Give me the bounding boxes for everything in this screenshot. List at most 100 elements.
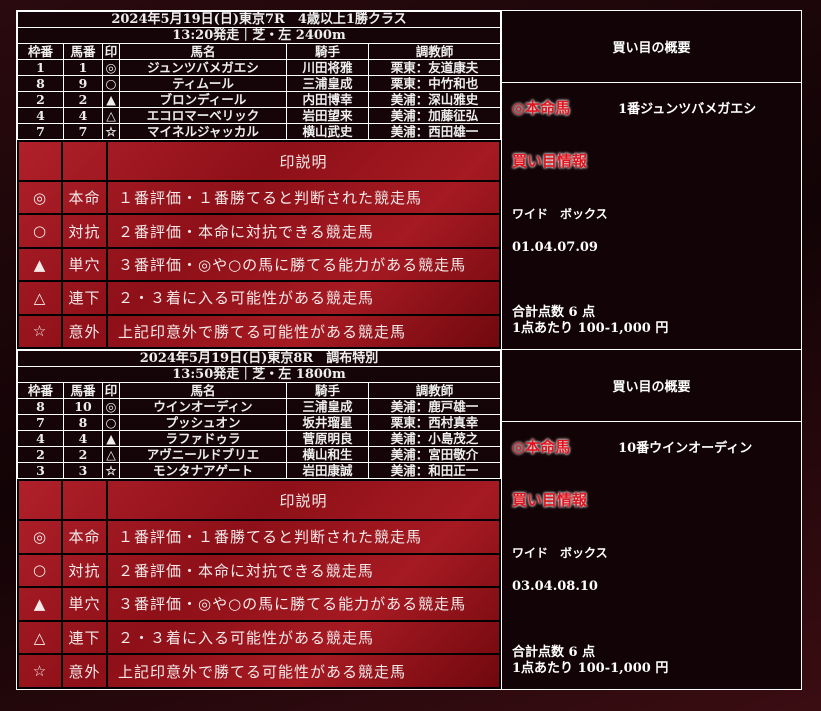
jockey-cell: 三浦皇成 <box>286 75 369 92</box>
race-info: 13:50発走｜芝・左 1800m <box>17 366 501 383</box>
table-row: 3 3 ☆ モンタナアゲート 岩田康誠 美浦：和田正一 <box>17 462 501 479</box>
column-header-horse-name: 馬名 <box>119 43 287 60</box>
horse-number-cell: 3 <box>63 462 103 479</box>
horse-name-cell: マイネルジャッカル <box>119 123 287 140</box>
mark-cell: ☆ <box>102 462 120 479</box>
trainer-cell: 栗東：友道康夫 <box>368 59 501 76</box>
race-left-panel: 2024年5月19日(日)東京7R 4歳以上1勝クラス 13:20発走｜芝・左 … <box>17 11 502 349</box>
legend-row: ▲ 単穴 ３番評価・◎や○の馬に勝てる能力がある競走馬 <box>19 248 499 283</box>
legend-title: 印説明 <box>279 152 328 171</box>
kaime-label: 買い目情報 <box>512 491 588 509</box>
horse-number-cell: 4 <box>63 430 103 447</box>
bet-summary-panel: 買い目の概要 ◎本命馬 10番ウインオーディン 買い目情報 ワイド ボックス 03… <box>502 350 801 689</box>
mark-description: 上記印意外で勝てる可能性がある競走馬 <box>118 662 407 681</box>
bet-type: ワイド ボックス <box>512 546 608 560</box>
mark-description: ３番評価・◎や○の馬に勝てる能力がある競走馬 <box>118 256 467 275</box>
mark-cell: ◎ <box>102 398 120 415</box>
horse-number-cell: 7 <box>63 123 103 140</box>
mark-name: 本命 <box>63 182 108 214</box>
horse-number-cell: 9 <box>63 75 103 92</box>
mark-icon: ☆ <box>19 655 63 687</box>
mark-name: 単穴 <box>63 588 108 620</box>
frame-number-cell: 8 <box>17 398 64 415</box>
table-row: 7 8 ○ プッシュオン 坂井瑠星 栗東：西村真幸 <box>17 414 501 431</box>
trainer-cell: 美浦：小島茂之 <box>368 430 501 447</box>
trainer-cell: 栗東：西村真幸 <box>368 414 501 431</box>
table-row: 2 2 ▲ ブロンディール 内田博幸 美浦：深山雅史 <box>17 91 501 108</box>
mark-icon: ○ <box>19 215 63 247</box>
mark-description: ２番評価・本命に対抗できる競走馬 <box>118 222 374 241</box>
legend-title: 印説明 <box>279 491 328 510</box>
frame-number-cell: 3 <box>17 462 64 479</box>
trainer-cell: 美浦：和田正一 <box>368 462 501 479</box>
jockey-cell: 横山武史 <box>286 123 369 140</box>
mark-name: 意外 <box>63 315 108 348</box>
mark-name: 連下 <box>63 621 108 654</box>
mark-cell: △ <box>102 446 120 463</box>
frame-number-cell: 7 <box>17 123 64 140</box>
mark-name: 連下 <box>63 282 108 314</box>
horse-name-cell: モンタナアゲート <box>119 462 287 479</box>
mark-name: 単穴 <box>63 248 108 281</box>
horse-name-cell: エコロマーベリック <box>119 107 287 124</box>
legend-row: ☆ 意外 上記印意外で勝てる可能性がある競走馬 <box>19 315 499 348</box>
mark-cell: ☆ <box>102 123 120 140</box>
column-header-horse-number: 馬番 <box>63 43 103 60</box>
horse-name-cell: ジュンツバメガエシ <box>119 59 287 76</box>
legend-header: 印説明 <box>19 481 499 521</box>
legend-header: 印説明 <box>19 142 499 182</box>
frame-number-cell: 2 <box>17 446 64 463</box>
horse-number-cell: 2 <box>63 91 103 108</box>
jockey-cell: 横山和生 <box>286 446 369 463</box>
legend-row: ○ 対抗 ２番評価・本命に対抗できる競走馬 <box>19 215 499 249</box>
jockey-cell: 川田将雅 <box>286 59 369 76</box>
mark-icon: ▲ <box>19 248 63 281</box>
mark-description: １番評価・１番勝てると判断された競走馬 <box>118 528 423 547</box>
mark-name: 対抗 <box>63 554 108 587</box>
mark-description: １番評価・１番勝てると判断された競走馬 <box>118 189 423 208</box>
frame-number-cell: 8 <box>17 75 64 92</box>
column-header-horse-number: 馬番 <box>63 382 103 399</box>
bet-combination: 01.04.07.09 <box>512 240 598 255</box>
horse-name-cell: ブロンディール <box>119 91 287 108</box>
horse-number-cell: 10 <box>63 398 103 415</box>
trainer-cell: 美浦：鹿戸雄一 <box>368 398 501 415</box>
horse-number-cell: 2 <box>63 446 103 463</box>
horse-number-cell: 8 <box>63 414 103 431</box>
legend-row: ☆ 意外 上記印意外で勝てる可能性がある競走馬 <box>19 655 499 687</box>
mark-name: 意外 <box>63 655 108 687</box>
mark-icon: ◎ <box>19 182 63 214</box>
mark-icon: ○ <box>19 554 63 587</box>
frame-number-cell: 2 <box>17 91 64 108</box>
column-header-frame-number: 枠番 <box>17 382 64 399</box>
total-points: 合計点数 6 点 <box>512 645 596 660</box>
entries-table: 2024年5月19日(日)東京7R 4歳以上1勝クラス 13:20発走｜芝・左 … <box>17 11 501 140</box>
horse-number-cell: 4 <box>63 107 103 124</box>
horse-name-cell: ラファドゥラ <box>119 430 287 447</box>
table-row: 8 10 ◎ ウインオーディン 三浦皇成 美浦：鹿戸雄一 <box>17 398 501 415</box>
summary-title: 買い目の概要 <box>502 350 801 422</box>
summary-title: 買い目の概要 <box>502 11 801 83</box>
race-info: 13:20発走｜芝・左 2400m <box>17 27 501 44</box>
jockey-cell: 岩田康誠 <box>286 462 369 479</box>
trainer-cell: 栗東：中竹和也 <box>368 75 501 92</box>
table-row: 4 4 △ エコロマーベリック 岩田望来 美浦：加藤征弘 <box>17 107 501 124</box>
per-point-amount: 1点あたり 100-1,000 円 <box>512 321 669 336</box>
legend-row: △ 連下 ２・３着に入る可能性がある競走馬 <box>19 621 499 656</box>
mark-icon: △ <box>19 282 63 314</box>
bet-content: ◎本命馬 10番ウインオーディン 買い目情報 ワイド ボックス 03.04.08.… <box>502 422 801 689</box>
column-header-jockey: 騎手 <box>286 382 369 399</box>
mark-name: 対抗 <box>63 215 108 247</box>
jockey-cell: 坂井瑠星 <box>286 414 369 431</box>
mark-icon: ◎ <box>19 521 63 553</box>
mark-cell: △ <box>102 107 120 124</box>
frame-number-cell: 4 <box>17 107 64 124</box>
mark-cell: ○ <box>102 75 120 92</box>
bet-type: ワイド ボックス <box>512 207 608 221</box>
horse-name-cell: ティムール <box>119 75 287 92</box>
honmei-name: 10番ウインオーディン <box>618 441 753 456</box>
mark-name: 本命 <box>63 521 108 553</box>
table-row: 2 2 △ アヴニールドブリエ 横山和生 美浦：宮田敬介 <box>17 446 501 463</box>
mark-description: 上記印意外で勝てる可能性がある競走馬 <box>118 322 407 341</box>
frame-number-cell: 4 <box>17 430 64 447</box>
